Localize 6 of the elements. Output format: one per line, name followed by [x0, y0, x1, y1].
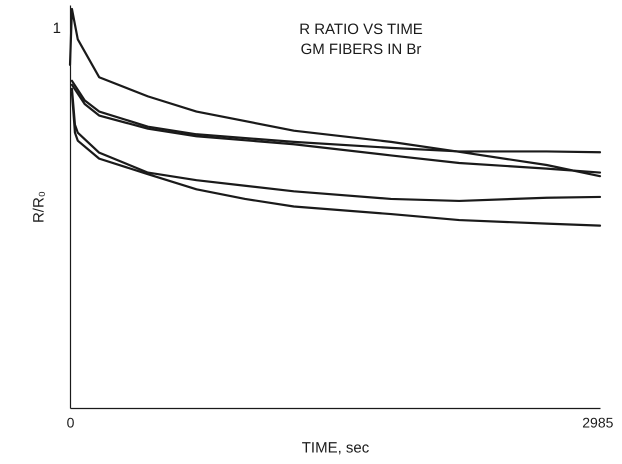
x-tick-label: 0 — [66, 414, 75, 430]
x-axis-title: TIME, sec — [302, 440, 370, 456]
x-tick-label: 2985 — [582, 414, 614, 430]
text: R RATIO VS TIME GM FIBERS IN Br — [299, 21, 423, 58]
text: 1 — [52, 20, 61, 37]
y-axis-title: R/R₀ — [30, 190, 48, 224]
